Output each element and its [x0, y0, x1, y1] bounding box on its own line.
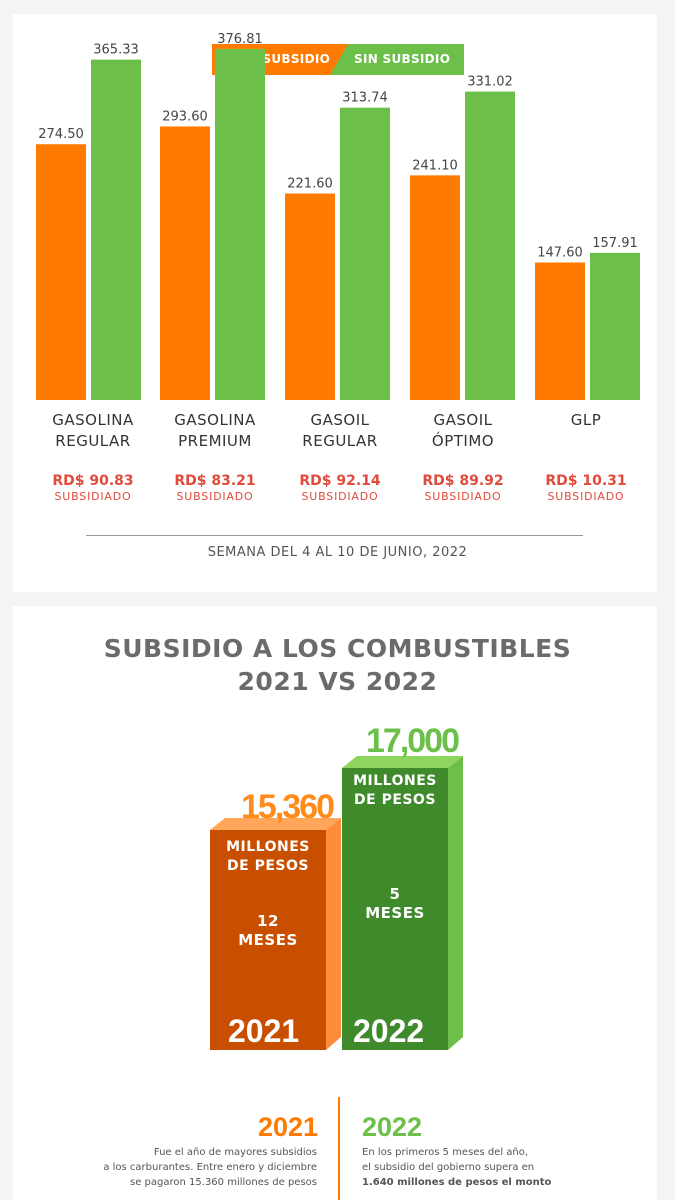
info-year-2022: 2022	[362, 1112, 423, 1142]
category-line-1: GASOIL	[310, 411, 370, 429]
data-label-with-subsidy-glp: 147.60	[537, 245, 583, 260]
subsidy-value-gasolina-regular: RD$ 90.83	[52, 473, 134, 489]
column-2022-side	[448, 756, 463, 1050]
unit-2022: MILLONES DE PESOS	[342, 772, 448, 810]
legend-label-without-subsidy: SIN SUBSIDIO	[354, 52, 451, 66]
week-caption: SEMANA DEL 4 AL 10 DE JUNIO, 2022	[207, 545, 468, 560]
category-label-gasoil-optimo: GASOIL ÓPTIMO	[403, 410, 523, 452]
comparison-title: SUBSIDIO A LOS COMBUSTIBLES	[103, 634, 572, 663]
info-line: a los carburantes. Entre enero y diciemb…	[103, 1162, 317, 1173]
data-label-with-subsidy-gasolina-regular: 274.50	[38, 127, 84, 142]
bar-with-subsidy-gasolina-premium	[160, 126, 210, 400]
subsidy-label: SUBSIDIADO	[54, 490, 132, 503]
column-2021-side	[326, 818, 341, 1050]
unit-line-1: MILLONES	[353, 773, 437, 789]
data-label-with-subsidy-gasolina-premium: 293.60	[162, 109, 208, 124]
column-2022-top	[342, 756, 463, 768]
comparison-subtitle: 2021 VS 2022	[237, 667, 438, 696]
data-label-without-subsidy-gasoil-optimo: 331.02	[467, 75, 513, 90]
category-line-1: GASOIL	[433, 411, 493, 429]
bar-with-subsidy-gasoil-regular	[285, 193, 335, 400]
subsidy-value-glp: RD$ 10.31	[545, 473, 627, 489]
info-line: Fue el año de mayores subsidios	[153, 1147, 317, 1158]
unit-line-2: DE PESOS	[227, 858, 309, 874]
bar-without-subsidy-gasoil-regular	[340, 107, 390, 400]
category-line-1: GASOLINA	[174, 411, 256, 429]
bar-without-subsidy-gasoil-optimo	[465, 91, 515, 400]
period-line-2: MESES	[365, 904, 425, 922]
subsidy-value-gasolina-premium: RD$ 83.21	[174, 473, 256, 489]
legend-divider	[330, 44, 348, 75]
info-line: se pagaron 15.360 millones de pesos	[130, 1177, 317, 1188]
bar-without-subsidy-gasolina-regular	[91, 59, 141, 401]
info-year-2021: 2021	[258, 1112, 319, 1142]
info-separator	[338, 1097, 340, 1200]
unit-2021: MILLONES DE PESOS	[210, 838, 326, 876]
category-label-gasolina-premium: GASOLINA PREMIUM	[155, 410, 275, 452]
category-line-2: REGULAR	[302, 432, 378, 450]
info-line: 1.640 millones de pesos el monto	[362, 1177, 552, 1188]
bar-without-subsidy-gasolina-premium	[215, 48, 265, 400]
bar-with-subsidy-gasolina-regular	[36, 144, 86, 400]
unit-line-2: DE PESOS	[354, 792, 436, 808]
category-line-2: REGULAR	[55, 432, 131, 450]
category-label-glp: GLP	[526, 410, 646, 431]
period-2021: 12 MESES	[210, 912, 326, 950]
column-2022-year: 2022	[353, 1013, 425, 1049]
data-label-without-subsidy-gasolina-regular: 365.33	[93, 43, 139, 58]
data-label-without-subsidy-glp: 157.91	[592, 236, 638, 251]
column-2021-top	[210, 818, 341, 830]
info-text-2021: Fue el año de mayores subsidios a los ca…	[60, 1145, 317, 1190]
subsidy-label: SUBSIDIADO	[547, 490, 625, 503]
legend-swatch-without-subsidy	[330, 44, 464, 75]
bar-with-subsidy-gasoil-optimo	[410, 175, 460, 400]
bar-with-subsidy-glp	[535, 262, 585, 400]
info-line: En los primeros 5 meses del año,	[362, 1147, 529, 1158]
data-label-without-subsidy-gasolina-premium: 376.81	[217, 32, 263, 47]
category-line-2: ÓPTIMO	[431, 432, 495, 450]
subsidy-label: SUBSIDIADO	[301, 490, 379, 503]
divider-line	[86, 535, 583, 536]
period-line-1: 12	[257, 912, 279, 930]
data-label-with-subsidy-gasoil-optimo: 241.10	[412, 158, 458, 173]
period-line-2: MESES	[238, 931, 298, 949]
category-line-1: GLP	[570, 411, 602, 429]
category-label-gasolina-regular: GASOLINA REGULAR	[33, 410, 153, 452]
info-text-2022: En los primeros 5 meses del año, el subs…	[362, 1145, 622, 1190]
subsidy-value-gasoil-regular: RD$ 92.14	[299, 473, 381, 489]
category-label-gasoil-regular: GASOIL REGULAR	[280, 410, 400, 452]
bar-without-subsidy-glp	[590, 252, 640, 400]
period-2022: 5 MESES	[342, 885, 448, 923]
category-line-2: PREMIUM	[178, 432, 252, 450]
fuel-price-bar-chart: 274.50 293.60 221.60 241.10 147.60 365.33 376.…	[36, 32, 640, 401]
value-2022: 17,000	[366, 722, 460, 760]
period-line-1: 5	[389, 885, 401, 903]
category-line-1: GASOLINA	[52, 411, 134, 429]
subsidy-label: SUBSIDIADO	[424, 490, 502, 503]
column-2021-year: 2021	[228, 1013, 300, 1049]
info-line: el subsidio del gobierno supera en	[362, 1162, 535, 1173]
column-2021-front	[210, 830, 326, 1050]
data-label-without-subsidy-gasoil-regular: 313.74	[342, 91, 388, 106]
value-2021: 15,360	[241, 788, 335, 826]
subsidy-label: SUBSIDIADO	[176, 490, 254, 503]
unit-line-1: MILLONES	[226, 839, 310, 855]
column-2022-front	[342, 768, 448, 1050]
data-label-with-subsidy-gasoil-regular: 221.60	[287, 177, 333, 192]
subsidy-value-gasoil-optimo: RD$ 89.92	[422, 473, 504, 489]
